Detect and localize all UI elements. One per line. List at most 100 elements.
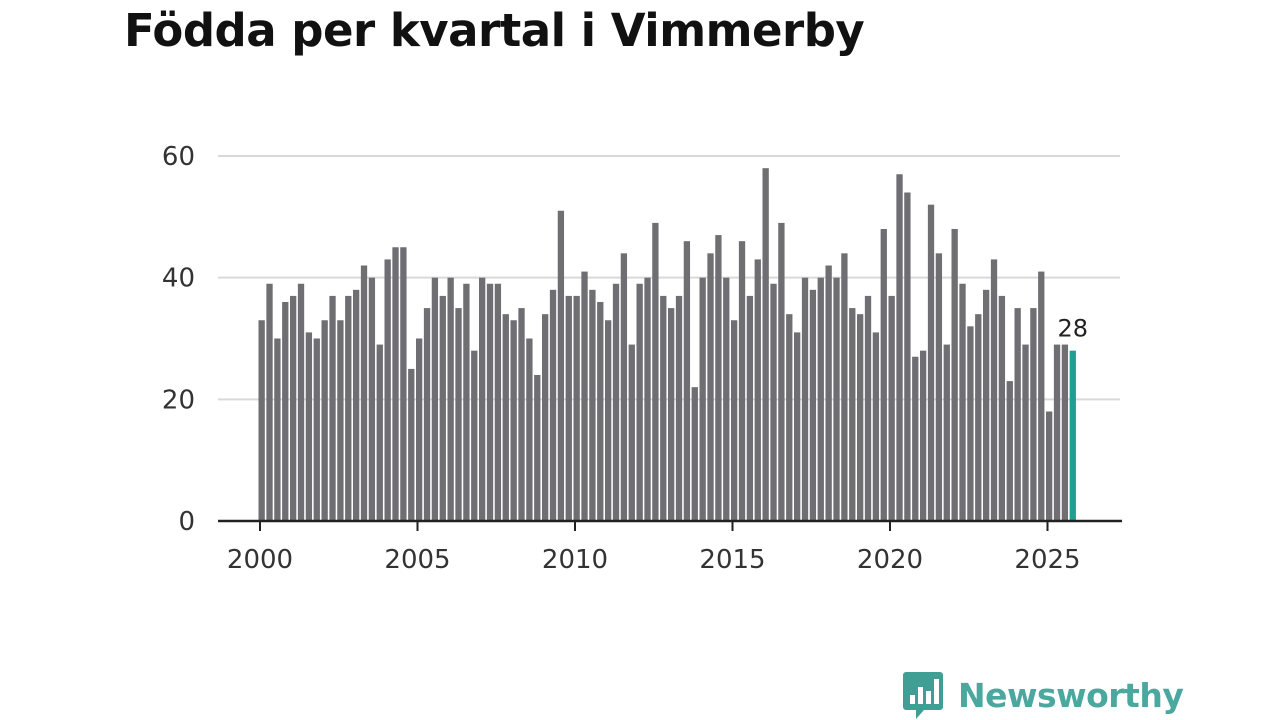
bar [715,235,722,522]
bar [313,338,320,521]
bar [321,320,328,521]
x-tick-label: 2000 [227,545,293,575]
bar [817,277,824,521]
bar-chart: 28 0 20 40 60 2000 2005 2010 2015 2020 2025 [162,142,1122,575]
x-tick-label: 2015 [699,545,765,575]
bar [762,168,769,521]
bar-chart-speech-bubble-icon [903,672,943,719]
bar [723,277,730,521]
bar [423,308,431,521]
bar [959,283,966,521]
bar [479,277,486,521]
bar [534,375,541,521]
bar [896,174,903,521]
bar [652,222,659,521]
bar [668,308,675,521]
bar [683,241,691,521]
bar [951,229,958,521]
bar [1046,411,1053,521]
bar [337,320,344,521]
bar [471,350,478,521]
bar [329,295,336,521]
bar [888,295,895,521]
bar [589,289,596,521]
bar [920,350,927,521]
bar [1014,308,1021,521]
bar [518,308,525,521]
bar [825,265,832,521]
bar [841,253,848,522]
bar [880,229,887,521]
bar [384,259,391,521]
bar [455,308,462,521]
bar [660,295,667,521]
bar [707,253,714,522]
brand-name: Newsworthy [958,675,1184,715]
bar [967,326,974,521]
bar [431,277,439,521]
highlight-value-label: 28 [1058,315,1089,343]
x-tick-label: 2005 [384,545,450,575]
bar [983,289,990,521]
bar [290,295,297,521]
bar [368,277,376,521]
bar [597,302,604,521]
bar [699,277,706,521]
bar [644,277,651,521]
bar [274,338,281,521]
bar [549,289,557,521]
bar [581,271,588,521]
bar [360,265,368,521]
bar [675,295,683,521]
bar [746,295,754,521]
bar [794,332,801,521]
bar [612,283,620,521]
bar [282,302,289,521]
bar [573,295,580,521]
y-tick-label: 20 [162,385,195,415]
bar [990,259,998,521]
bar [731,320,738,521]
bar [542,314,549,521]
bar [620,253,628,522]
bar [912,356,919,521]
bar [1030,308,1037,521]
bar [502,314,509,521]
axes: 0 20 40 60 2000 2005 2010 2015 2020 2025 [162,142,1122,575]
bar [738,241,746,521]
y-tick-label: 60 [162,142,195,172]
bar [557,210,565,521]
bar [526,338,533,521]
bar [636,283,643,521]
newsworthy-logo: Newsworthy [902,670,1184,720]
bar [258,320,265,521]
bar [691,387,698,521]
bar [486,283,494,521]
bar [463,283,470,521]
y-tick-label: 40 [162,264,195,294]
bar [297,283,305,521]
bar [833,277,840,521]
chart-title: Födda per kvartal i Vimmerby [124,4,865,57]
bar [1061,344,1069,521]
bar [628,344,635,521]
bar [943,344,950,521]
bar [801,277,809,521]
bar [1053,344,1061,521]
bar [904,192,911,521]
bar [778,222,785,521]
bar [857,314,864,521]
bar [786,314,793,521]
x-tick-label: 2025 [1014,545,1080,575]
bar [935,253,943,522]
bar [510,320,517,521]
x-tick-label: 2010 [542,545,608,575]
bar [266,283,273,521]
y-tick-label: 0 [178,507,195,537]
bar [345,295,352,521]
bar [605,320,612,521]
bar [770,283,777,521]
bar [353,289,360,521]
bar [998,295,1006,521]
bar [864,295,872,521]
